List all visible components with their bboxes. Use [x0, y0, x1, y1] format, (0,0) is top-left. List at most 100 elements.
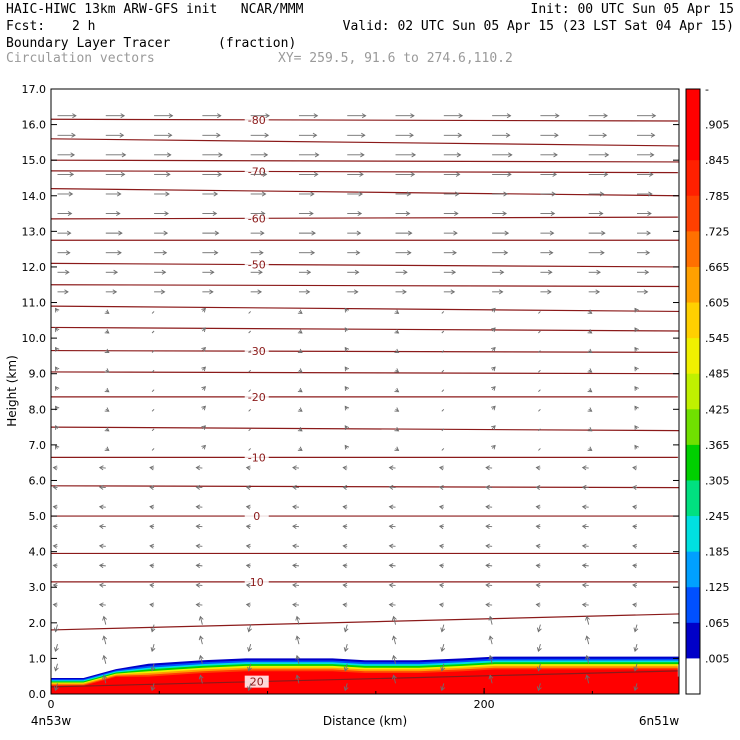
wind-vector	[347, 152, 365, 158]
field-name: Boundary Layer Tracer	[6, 36, 171, 51]
wind-vector	[632, 602, 638, 608]
wind-vector	[581, 504, 589, 510]
wind-vector	[488, 674, 494, 684]
wind-vector	[342, 543, 348, 549]
wind-vector	[438, 602, 444, 608]
wind-vector	[250, 191, 267, 197]
isotherm-line	[51, 284, 679, 288]
colorbar-swatch	[686, 231, 700, 268]
wind-vector	[443, 191, 460, 197]
wind-vector	[52, 602, 58, 608]
wind-vector	[391, 654, 397, 664]
wind-vector	[149, 582, 155, 588]
wind-vector	[440, 644, 446, 653]
wind-vector	[388, 582, 396, 588]
wind-vector	[248, 408, 251, 412]
x-start-label: 4n53w	[31, 714, 72, 728]
wind-vector	[195, 563, 203, 569]
wind-vector	[102, 635, 107, 645]
wind-vector	[438, 582, 444, 588]
wind-vector	[105, 250, 122, 256]
colorbar-swatch	[686, 302, 700, 339]
wind-vector	[634, 405, 639, 411]
wind-vector	[438, 524, 444, 530]
wind-vector	[540, 132, 559, 138]
wind-vector	[347, 171, 364, 177]
wind-vector	[297, 426, 303, 432]
wind-vector	[292, 524, 299, 529]
wind-vector	[395, 250, 412, 256]
wind-vector	[491, 307, 496, 313]
wind-vector	[102, 654, 107, 664]
isotherm-label: 0	[253, 510, 260, 523]
isotherm-label-bg	[244, 510, 269, 523]
wind-vector	[485, 484, 493, 490]
wind-vector	[248, 428, 251, 432]
wind-vector	[154, 269, 167, 275]
wind-vector	[245, 563, 251, 569]
wind-vector	[538, 330, 541, 334]
wind-vector	[443, 230, 458, 236]
isotherm-line	[51, 138, 679, 147]
wind-vector	[154, 250, 168, 256]
wind-vector	[105, 113, 126, 119]
wind-vector	[298, 289, 311, 295]
isotherm-line	[51, 371, 679, 375]
colorbar-label: .125	[705, 581, 730, 594]
wind-vector	[55, 346, 60, 352]
wind-vector	[247, 683, 252, 692]
wind-vector	[488, 635, 494, 645]
wind-vector	[292, 465, 299, 471]
wind-vector	[202, 289, 214, 295]
wind-vector	[201, 405, 206, 411]
wind-vector	[195, 524, 203, 529]
wind-vector	[55, 366, 60, 372]
axes: 0.0 1.0 2.0 3.0 4.0 5.0 6.0 7.0 8.0 9.0 10.0 11.0 12…	[22, 83, 679, 711]
x-axis-title: Distance (km)	[323, 714, 407, 728]
wind-vector	[98, 484, 106, 490]
wind-vector	[149, 563, 155, 569]
wind-vector	[248, 350, 251, 353]
y-tick-label: 13.0	[22, 225, 47, 238]
wind-vector	[632, 563, 638, 569]
wind-vector	[347, 250, 361, 256]
y-tick-label: 12.0	[22, 261, 47, 274]
wind-vector	[535, 582, 541, 588]
y-tick-label: 8.0	[29, 403, 47, 416]
wind-vector	[245, 485, 251, 490]
wind-vector	[52, 582, 58, 588]
wind-vector	[395, 152, 417, 158]
wind-vector	[298, 171, 319, 177]
colorbar-label: .665	[705, 261, 730, 274]
y-tick-label: 1.0	[29, 652, 47, 665]
wind-vector	[588, 269, 601, 275]
wind-vector	[343, 663, 349, 672]
wind-vector	[154, 113, 174, 119]
wind-vector	[632, 485, 638, 490]
wind-vector	[105, 289, 118, 295]
colorbar-swatch	[686, 266, 700, 304]
wind-vector	[202, 171, 223, 177]
wind-vector	[52, 485, 58, 490]
wind-vector	[105, 191, 122, 197]
wind-vector	[151, 428, 155, 432]
colorbar-label: .605	[705, 297, 730, 310]
wind-vector	[198, 674, 204, 684]
wind-vector	[491, 444, 496, 450]
wind-vector	[633, 644, 639, 653]
wind-vector	[248, 389, 251, 393]
wind-vector	[245, 582, 251, 588]
wind-vector	[491, 346, 496, 352]
wind-vector	[102, 615, 107, 625]
wind-vector	[245, 602, 251, 608]
wind-vector	[492, 269, 505, 275]
wind-vector	[441, 369, 445, 373]
isotherm-label-bg	[244, 451, 269, 464]
wind-vector	[98, 524, 106, 529]
y-tick-label: 15.0	[22, 154, 47, 167]
wind-vector	[585, 654, 590, 664]
wind-vector	[394, 329, 400, 334]
wind-vector	[394, 426, 400, 432]
wind-vector	[394, 368, 400, 373]
